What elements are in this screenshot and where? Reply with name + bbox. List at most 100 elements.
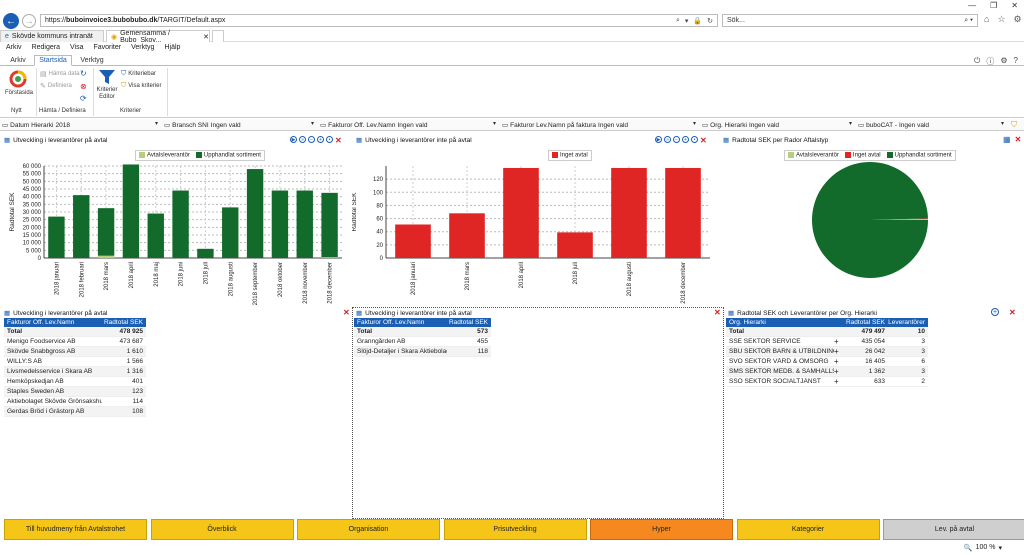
play-icon[interactable]: ▶ [290, 136, 297, 143]
close-icon[interactable]: ✕ [1014, 135, 1022, 144]
power-icon[interactable]: ⏻ [974, 56, 981, 65]
filter-bransch[interactable]: ▭ Bransch SNI Ingen vald ▾ [164, 120, 314, 130]
table-row[interactable]: WILLY:S AB 1 566 [4, 357, 146, 367]
nav-button-5[interactable]: Kategorier [736, 519, 880, 540]
back-button[interactable]: ← [3, 13, 19, 29]
refresh-icon[interactable]: ↻ [707, 17, 713, 25]
restore-icon[interactable]: ❐ [990, 1, 998, 10]
table-row[interactable]: Hemköpskedjan AB 401 [4, 377, 146, 387]
bar[interactable] [246, 169, 264, 258]
table-row[interactable]: Livsmedelsservice i Skara AB 1 316 [4, 367, 146, 377]
column-header[interactable]: Fakturor Off. Lev.Namn [357, 319, 425, 326]
nav-button-0[interactable]: Till huvudmeny från Avtalstrohet [4, 519, 147, 540]
forstasida-button[interactable]: Förstasida [5, 70, 33, 96]
address-bar[interactable]: https://buboinvoice3.bubobubo.dk/TARGIT/… [40, 14, 718, 27]
column-header[interactable]: Leverantörer [888, 319, 925, 326]
bar[interactable] [271, 190, 289, 258]
home-icon[interactable]: ⌂ [984, 14, 990, 24]
play-icon[interactable]: ▶ [655, 136, 662, 143]
expand-icon[interactable]: + [834, 377, 839, 386]
bar[interactable] [395, 224, 431, 258]
table-row[interactable]: SBU SEKTOR BARN & UTBILDNING +26 042 3 [726, 347, 928, 357]
bar[interactable] [665, 167, 701, 258]
bar[interactable] [73, 195, 90, 258]
table-row[interactable]: SSE SEKTOR SERVICE +435 054 3 [726, 337, 928, 347]
expand-icon[interactable]: + [834, 367, 839, 376]
bar[interactable] [222, 207, 239, 258]
expand-icon[interactable]: + [834, 357, 839, 366]
filter-org-hierarki[interactable]: ▭ Org. Hierarki Ingen vald ▾ [702, 120, 852, 130]
close-icon[interactable]: ✕ [714, 308, 721, 317]
close-icon[interactable]: ✕ [1009, 308, 1016, 317]
bar[interactable] [48, 216, 65, 258]
visa-kriterier-button[interactable]: ⛉ Visa kriterier [121, 82, 161, 90]
column-header[interactable]: Radtotal SEK [448, 319, 488, 326]
bar[interactable] [611, 167, 647, 258]
bar[interactable] [197, 248, 214, 258]
bar[interactable] [147, 213, 164, 258]
funnel-icon[interactable]: ⛉ [1011, 120, 1017, 129]
table-row[interactable]: SMS SEKTOR MEDB. & SAMHÄLLSUTV.+1 362 3 [726, 367, 928, 377]
column-header[interactable]: Radtotal SEK [103, 319, 143, 326]
table-row[interactable]: Skövde Snabbgross AB 1 610 [4, 347, 146, 357]
fast-forward-icon[interactable]: » [299, 136, 306, 143]
expand-icon[interactable]: + [834, 347, 839, 356]
menu-redigera[interactable]: Redigera [31, 44, 60, 51]
ribbon-tab-arkiv[interactable]: Arkiv [10, 57, 26, 64]
browser-tab-active[interactable]: ◉ Gemensamma / Bubo_Skov... ✕ [106, 30, 210, 44]
new-tab-button[interactable] [212, 30, 224, 42]
settings-icon[interactable]: • [326, 136, 333, 143]
column-header[interactable]: Fakturor Off. Lev.Namn [7, 319, 75, 326]
cancel-icon[interactable]: ⊗ [80, 82, 87, 91]
kriterier-editor-button[interactable]: Kriterier Editor [96, 69, 118, 101]
gear-icon[interactable]: ⚙ [1013, 14, 1022, 24]
add-icon[interactable]: + [991, 308, 999, 316]
table-row[interactable]: Gerdas Bröd i Grästorp AB 108 [4, 407, 146, 417]
search-icon[interactable]: ⌕ ▾ [964, 16, 973, 24]
forward-button[interactable]: → [22, 14, 36, 28]
menu-favoriter[interactable]: Favoriter [93, 44, 122, 51]
bar[interactable] [172, 190, 189, 258]
nav-button-6[interactable]: Lev. på avtal [883, 519, 1024, 540]
filter-lev-namn-faktura[interactable]: ▭ Fakturor Lev.Namn på faktura Ingen vald ▾ [502, 120, 696, 130]
close-icon[interactable]: ✕ [700, 136, 707, 145]
star-icon[interactable]: ☆ [997, 14, 1006, 24]
gear-icon[interactable]: ⚙ [1000, 56, 1008, 65]
search-input[interactable]: Sök... ⌕ ▾ [722, 14, 978, 27]
zoom-out-icon[interactable]: − [673, 136, 680, 143]
hamta-data-button[interactable]: ▤ Hämta data [40, 70, 80, 78]
bar[interactable] [321, 192, 338, 258]
menu-visa[interactable]: Visa [69, 44, 84, 51]
menu-verktyg[interactable]: Verktyg [131, 44, 155, 51]
zoom-in-icon[interactable]: + [317, 136, 324, 143]
table-row[interactable]: SVO SEKTOR VÅRD & OMSORG +16 405 6 [726, 357, 928, 367]
bar[interactable] [321, 257, 338, 258]
nav-button-1[interactable]: Överblick [150, 519, 294, 540]
fast-forward-icon[interactable]: » [664, 136, 671, 143]
column-header[interactable]: Radtotal SEK [845, 319, 885, 326]
zoom-control[interactable]: 🔍 100 % ▾ [964, 544, 1002, 552]
menu-hjalp[interactable]: Hjälp [164, 44, 181, 51]
definiera-button[interactable]: ✎ Definiera [40, 82, 72, 90]
close-tab-icon[interactable]: ✕ [203, 33, 209, 41]
settings-icon[interactable]: • [691, 136, 698, 143]
bar[interactable] [449, 213, 485, 258]
table-row[interactable]: Aktiebolaget Skövde Grönsakshus 114 [4, 397, 146, 407]
kriteriebar-button[interactable]: ⛉ Kriteriebar [121, 70, 156, 78]
bar[interactable] [503, 167, 539, 258]
table-row[interactable]: SSO SEKTOR SOCIALTJÄNST +633 2 [726, 377, 928, 387]
ribbon-tab-startsida[interactable]: Startsida [34, 55, 72, 66]
filter-off-lev-namn[interactable]: ▭ Fakturor Off. Lev.Namn Ingen vald ▾ [320, 120, 496, 130]
nav-button-2[interactable]: Organisation [297, 519, 440, 540]
bar[interactable] [557, 232, 593, 258]
refresh-icon[interactable]: ↻ [80, 69, 87, 78]
browser-tab[interactable]: e Skövde kommuns intranät [0, 30, 104, 42]
bar[interactable] [296, 190, 313, 258]
sync-icon[interactable]: ⟳ [80, 94, 87, 103]
close-icon[interactable]: ✕ [1011, 1, 1018, 10]
close-icon[interactable]: ✕ [335, 136, 342, 145]
column-header[interactable]: Org. Hierarki [729, 319, 766, 326]
filter-bubocat[interactable]: ▭ buboCAT - Ingen vald ▾ [858, 120, 1004, 130]
pie-slice[interactable] [812, 162, 928, 279]
ribbon-tab-verktyg[interactable]: Verktyg [80, 57, 104, 64]
